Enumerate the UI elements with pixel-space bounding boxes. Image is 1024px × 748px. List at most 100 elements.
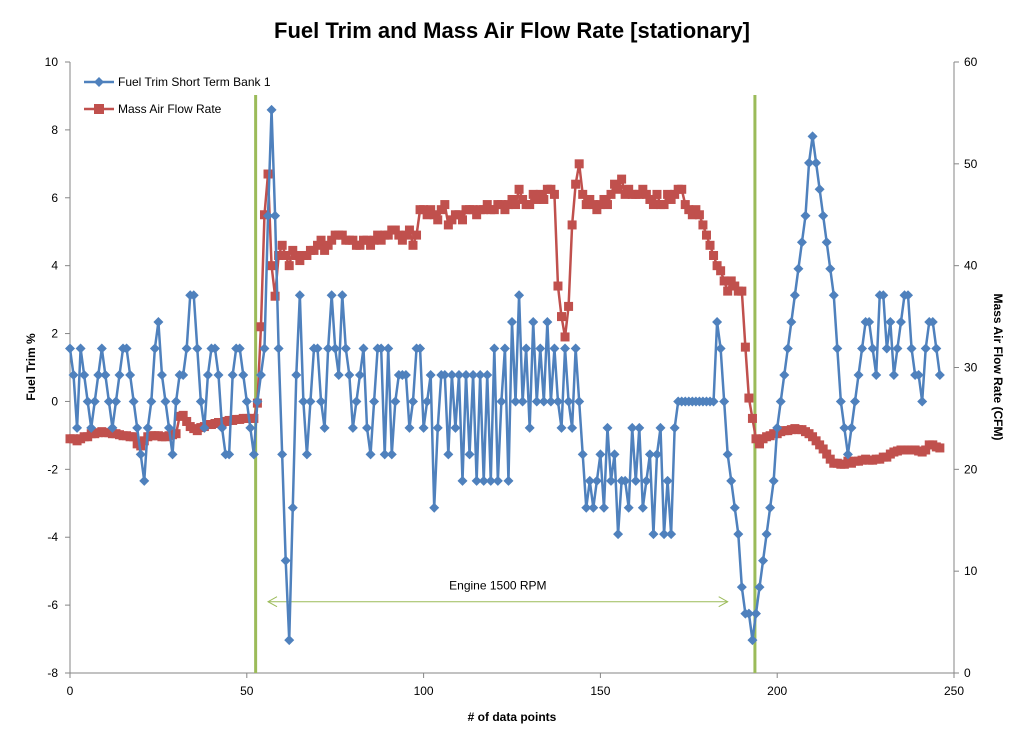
data-point-square <box>730 281 740 291</box>
data-point-diamond <box>768 475 779 486</box>
data-point-diamond <box>422 396 433 407</box>
data-point-diamond <box>362 422 373 433</box>
data-point-diamond <box>103 396 114 407</box>
data-point-diamond <box>521 343 532 354</box>
data-point-diamond <box>79 369 90 380</box>
data-point-square <box>281 250 291 260</box>
data-point-square <box>712 261 722 271</box>
data-point-diamond <box>641 475 652 486</box>
data-point-diamond <box>828 290 839 301</box>
y-tick-label: -4 <box>47 530 58 544</box>
data-point-diamond <box>114 369 125 380</box>
data-point-diamond <box>867 343 878 354</box>
data-point-square <box>610 179 620 189</box>
data-point-diamond <box>754 582 765 593</box>
data-point-square <box>645 194 655 204</box>
data-point-square <box>419 205 429 215</box>
data-point-square <box>641 189 651 199</box>
data-point-square <box>313 240 323 250</box>
data-point-diamond <box>588 502 599 513</box>
data-point-square <box>496 200 506 210</box>
data-point-square <box>719 276 729 286</box>
data-point-square <box>457 215 467 225</box>
arrow-right-icon <box>718 596 729 608</box>
y-tick-label: 0 <box>51 394 58 408</box>
data-point-diamond <box>149 343 160 354</box>
data-point-diamond <box>648 529 659 540</box>
data-point-diamond <box>404 422 415 433</box>
data-point-diamond <box>280 555 291 566</box>
data-point-diamond <box>291 369 302 380</box>
data-point-square <box>129 432 139 442</box>
data-point-diamond <box>146 396 157 407</box>
data-point-square <box>274 250 284 260</box>
data-point-diamond <box>729 502 740 513</box>
data-point-diamond <box>715 343 726 354</box>
data-point-diamond <box>818 210 829 221</box>
data-point-diamond <box>549 343 560 354</box>
data-point-diamond <box>743 608 754 619</box>
y2-tick-label: 60 <box>964 55 978 69</box>
data-point-diamond <box>800 210 811 221</box>
data-point-square <box>546 184 556 194</box>
data-point-square <box>348 235 358 245</box>
data-point-square <box>751 434 761 444</box>
data-point-diamond <box>623 502 634 513</box>
data-point-diamond <box>857 343 868 354</box>
data-point-diamond <box>531 396 542 407</box>
legend-square-icon <box>94 104 104 114</box>
data-point-diamond <box>906 343 917 354</box>
y2-tick-label: 20 <box>964 462 978 476</box>
data-point-square <box>726 276 736 286</box>
data-point-square <box>549 189 559 199</box>
data-point-square <box>652 189 662 199</box>
data-point-diamond <box>110 396 121 407</box>
data-point-diamond <box>804 157 815 168</box>
data-point-diamond <box>453 369 464 380</box>
data-point-square <box>571 179 581 189</box>
data-point-square <box>376 235 386 245</box>
data-point-diamond <box>832 343 843 354</box>
data-point-diamond <box>574 396 585 407</box>
data-point-diamond <box>337 290 348 301</box>
data-point-diamond <box>340 343 351 354</box>
data-point-square <box>440 200 450 210</box>
data-point-diamond <box>499 343 510 354</box>
data-point-square <box>666 194 676 204</box>
data-point-square <box>369 235 379 245</box>
data-point-diamond <box>153 317 164 328</box>
data-point-diamond <box>418 422 429 433</box>
y-tick-label: -2 <box>47 462 58 476</box>
y2-tick-label: 30 <box>964 361 978 375</box>
data-point-square <box>595 200 605 210</box>
data-point-square <box>588 200 598 210</box>
data-point-diamond <box>853 369 864 380</box>
data-point-diamond <box>662 475 673 486</box>
data-point-diamond <box>903 290 914 301</box>
data-point-square <box>822 449 832 459</box>
data-point-diamond <box>259 343 270 354</box>
data-point-square <box>677 184 687 194</box>
data-point-diamond <box>100 369 111 380</box>
data-point-diamond <box>202 369 213 380</box>
data-point-diamond <box>266 104 277 115</box>
data-point-diamond <box>270 210 281 221</box>
data-point-diamond <box>591 475 602 486</box>
data-point-square <box>171 429 181 439</box>
data-point-diamond <box>277 449 288 460</box>
data-point-diamond <box>503 475 514 486</box>
data-point-diamond <box>517 396 528 407</box>
data-point-diamond <box>708 396 719 407</box>
data-point-diamond <box>496 396 507 407</box>
data-point-diamond <box>209 343 220 354</box>
data-point-square <box>454 210 464 220</box>
legend-label-maf: Mass Air Flow Rate <box>118 102 222 116</box>
x-tick-label: 50 <box>240 684 254 698</box>
data-point-diamond <box>524 422 535 433</box>
data-point-square <box>592 205 602 215</box>
data-point-square <box>309 245 319 255</box>
data-point-square <box>553 281 563 291</box>
data-point-diamond <box>750 608 761 619</box>
data-point-diamond <box>241 396 252 407</box>
data-point-diamond <box>644 449 655 460</box>
